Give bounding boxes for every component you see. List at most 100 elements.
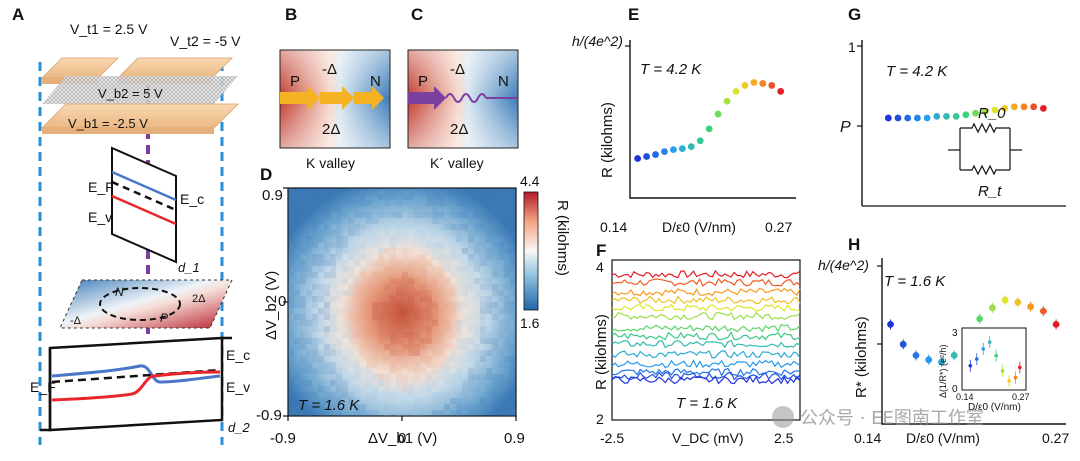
d-pixel	[498, 218, 504, 224]
watermark: 公众号 · EE图南工作室	[772, 403, 1072, 431]
d-pixel	[306, 332, 312, 338]
d-pixel	[474, 332, 480, 338]
d-pixel	[510, 362, 516, 368]
d-pixel	[498, 362, 504, 368]
d-pixel	[474, 290, 480, 296]
d-pixel	[438, 278, 444, 284]
d-pixel	[306, 188, 312, 194]
d-pixel	[324, 236, 330, 242]
d-pixel	[420, 194, 426, 200]
d-pixel	[366, 374, 372, 380]
d-pixel	[474, 206, 480, 212]
d-pixel	[360, 332, 366, 338]
d-pixel	[312, 194, 318, 200]
d-pixel	[336, 248, 342, 254]
d-pixel	[378, 338, 384, 344]
d-pixel	[372, 392, 378, 398]
d-pixel	[432, 296, 438, 302]
d-pixel	[468, 386, 474, 392]
d-pixel	[288, 290, 294, 296]
d-pixel	[492, 272, 498, 278]
d-pixel	[288, 194, 294, 200]
d-pixel	[360, 398, 366, 404]
d-pixel	[486, 218, 492, 224]
d-pixel	[294, 230, 300, 236]
d-pixel	[390, 362, 396, 368]
d-pixel	[312, 326, 318, 332]
d-pixel	[438, 266, 444, 272]
d-pixel	[420, 410, 426, 416]
d-pixel	[432, 338, 438, 344]
d-pixel	[450, 356, 456, 362]
panel-f: F 4 2 R (kilohms) -2.5 2.5 V_DC (mV) T =…	[593, 241, 801, 446]
g-r0: R_0	[978, 105, 1006, 122]
d-pixel	[372, 266, 378, 272]
d-pixel	[342, 392, 348, 398]
d-pixel	[300, 302, 306, 308]
d-pixel	[444, 314, 450, 320]
d-pixel	[360, 236, 366, 242]
d-pixel	[432, 230, 438, 236]
d-pixel	[390, 290, 396, 296]
d-pixel	[330, 212, 336, 218]
d-pixel	[378, 302, 384, 308]
d-pixel	[492, 374, 498, 380]
label-vt2: V_t2 = -5 V	[170, 33, 241, 49]
d-pixel	[288, 320, 294, 326]
d-pixel	[288, 230, 294, 236]
d-pixel	[468, 374, 474, 380]
d-pixel	[414, 380, 420, 386]
d-pixel	[312, 350, 318, 356]
d-pixel	[372, 368, 378, 374]
e-point	[741, 82, 749, 89]
d-pixel	[294, 302, 300, 308]
d-pixel	[474, 194, 480, 200]
d-pixel	[492, 356, 498, 362]
d-pixel	[414, 224, 420, 230]
d-pixel	[312, 356, 318, 362]
d-pixel	[318, 338, 324, 344]
d-pixel	[492, 290, 498, 296]
d-pixel	[312, 224, 318, 230]
d-pixel	[348, 278, 354, 284]
d-pixel	[456, 404, 462, 410]
d-pixel	[324, 218, 330, 224]
d-pixel	[342, 290, 348, 296]
d-pixel	[438, 308, 444, 314]
d-pixel	[486, 248, 492, 254]
d-pixel	[390, 392, 396, 398]
d-pixel	[378, 224, 384, 230]
d-pixel	[408, 242, 414, 248]
d-pixel	[450, 386, 456, 392]
e-scatter	[634, 79, 785, 162]
d-pixel	[324, 302, 330, 308]
d-pixel	[414, 338, 420, 344]
label-p-a: P	[160, 311, 168, 325]
d-pixel	[336, 386, 342, 392]
d-pixel	[366, 236, 372, 242]
d-pixel	[426, 404, 432, 410]
d-pixel	[432, 350, 438, 356]
d-pixel	[480, 260, 486, 266]
d-pixel	[462, 248, 468, 254]
d-pixel	[360, 296, 366, 302]
d-pixel	[474, 272, 480, 278]
d-pixel	[474, 350, 480, 356]
d-pixel	[342, 266, 348, 272]
d-pixel	[294, 212, 300, 218]
d-pixel	[324, 272, 330, 278]
g-ylabel: P	[840, 119, 851, 136]
d-pixel	[468, 290, 474, 296]
d-pixel	[354, 404, 360, 410]
d-pixel	[348, 326, 354, 332]
d-pixel	[288, 314, 294, 320]
d-pixel	[432, 302, 438, 308]
d-pixel	[438, 374, 444, 380]
d-pixel	[324, 290, 330, 296]
d-pixel	[336, 344, 342, 350]
d-pixel	[480, 266, 486, 272]
d-pixel	[456, 284, 462, 290]
g-point	[894, 114, 902, 122]
d-pixel	[348, 272, 354, 278]
d-pixel	[366, 320, 372, 326]
